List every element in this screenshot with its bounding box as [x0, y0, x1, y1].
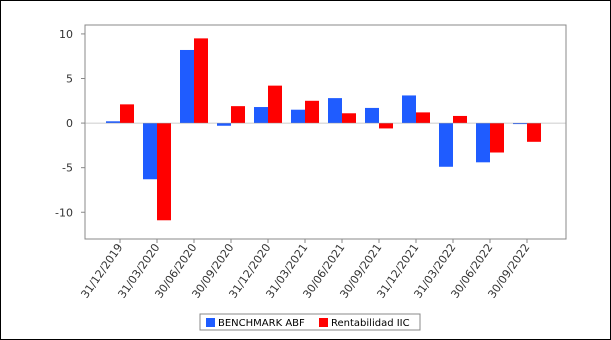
legend-box	[199, 313, 421, 331]
y-tick-label-3: -5	[62, 162, 73, 175]
legend: BENCHMARK ABF Rentabilidad IIC	[199, 313, 421, 331]
bar-rentabilidad-7	[379, 123, 393, 129]
bars-group	[106, 38, 541, 221]
legend-label-benchmark: BENCHMARK ABF	[218, 318, 305, 329]
y-tick-label-0: 10	[59, 28, 73, 41]
y-tick-label-4: -10	[55, 206, 73, 219]
y-axis: 10 5 0 -5 -10	[55, 28, 85, 219]
bar-benchmark-4	[254, 107, 268, 124]
bar-rentabilidad-6	[342, 113, 356, 124]
x-axis: 31/12/201931/03/202030/06/202030/09/2020…	[78, 239, 532, 301]
bar-rentabilidad-9	[453, 115, 467, 124]
bar-rentabilidad-10	[490, 123, 504, 153]
bar-benchmark-1	[143, 123, 157, 180]
bar-benchmark-8	[402, 95, 416, 124]
bar-rentabilidad-2	[194, 38, 208, 124]
legend-label-rentabilidad: Rentabilidad IIC	[331, 318, 410, 329]
bar-rentabilidad-11	[527, 123, 541, 142]
y-tick-label-1: 5	[66, 73, 73, 86]
bar-benchmark-3	[217, 123, 231, 126]
bar-rentabilidad-5	[305, 100, 319, 124]
bar-rentabilidad-8	[416, 112, 430, 124]
legend-swatch-benchmark	[206, 318, 215, 327]
bar-benchmark-5	[291, 109, 305, 124]
legend-swatch-rentabilidad	[319, 318, 328, 327]
bar-benchmark-10	[476, 123, 490, 163]
y-tick-label-2: 0	[66, 117, 73, 130]
bar-rentabilidad-3	[231, 106, 245, 124]
bar-rentabilidad-4	[268, 85, 282, 124]
bar-benchmark-7	[365, 107, 379, 124]
bar-benchmark-9	[439, 123, 453, 167]
bar-rentabilidad-0	[120, 104, 134, 124]
bar-benchmark-0	[106, 121, 120, 124]
bar-benchmark-11	[513, 123, 527, 125]
bar-benchmark-6	[328, 98, 342, 124]
bar-rentabilidad-1	[157, 123, 171, 221]
bar-benchmark-2	[180, 49, 194, 124]
